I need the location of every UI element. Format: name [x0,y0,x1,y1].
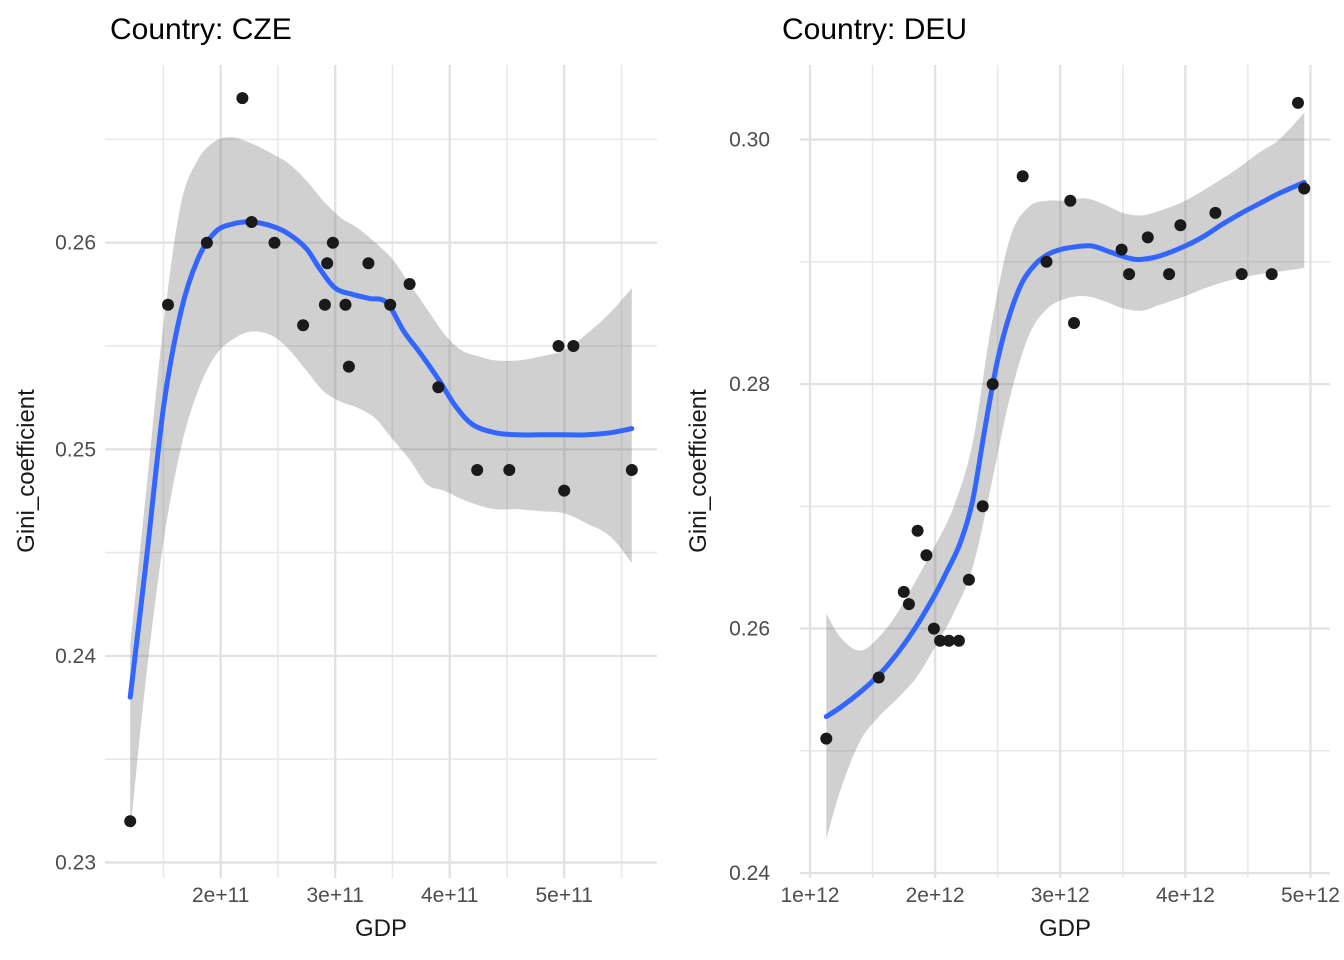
data-point [1174,219,1187,232]
gridlines [800,65,1330,878]
data-point [268,236,281,249]
data-point [503,464,516,476]
data-point [552,340,565,352]
data-point [200,236,213,249]
x-axis-tick-label: 2e+12 [906,884,965,907]
y-axis-tick-label: 0.28 [729,373,770,396]
y-axis-tick-label: 0.26 [729,618,770,641]
data-point [920,549,933,562]
data-point [1141,231,1154,244]
data-point [162,298,174,311]
data-point [1040,255,1053,268]
data-point [403,278,416,290]
data-point [934,634,947,647]
data-point [1068,317,1080,329]
data-point [339,298,352,311]
data-point [124,815,137,828]
data-point [245,216,258,228]
data-point [362,257,375,270]
panel-deu: 1e+12 2e+12 3e+12 4e+12 5e+12 0.24 0.26 0.28 0.3… [729,65,1340,907]
x-axis-title-cze: GDP [354,915,408,942]
x-axis-tick-label: 3e+11 [306,884,363,907]
data-point [326,236,339,249]
confidence-ribbon [130,137,632,832]
data-point [1209,206,1222,219]
data-point [625,464,638,476]
x-axis-tick-label: 5e+12 [1281,884,1340,907]
data-point [558,484,571,497]
data-point [321,257,334,270]
panel-title-cze: Country: CZE [110,13,292,46]
data-point [1163,268,1176,281]
smooth-trend-line [127,219,635,700]
data-point [384,298,397,311]
y-axis-tick-label: 0.25 [55,438,96,461]
scatter-points [124,92,638,828]
gridlines [105,65,657,878]
data-point [820,732,833,745]
y-axis-title-deu: Gini_coefficient [685,389,712,553]
data-point [471,464,484,476]
data-point [927,622,940,635]
x-axis-tick-label: 3e+12 [1031,884,1090,907]
data-point [318,298,331,311]
data-point [297,319,310,332]
y-axis-title-cze: Gini_coefficient [13,389,40,553]
scatter-points [820,96,1311,745]
y-axis-tick-label: 0.23 [55,852,96,875]
data-point [1265,268,1278,281]
data-point [911,524,924,537]
y-axis-tick-label: 0.24 [729,862,770,885]
data-point [1016,170,1029,183]
data-point [342,360,355,373]
y-axis-tick-label: 0.26 [55,232,96,255]
data-point [1235,268,1248,281]
panel-cze: 2e+11 3e+11 4e+11 5e+11 0.23 0.24 0.25 0.26 [55,65,657,907]
x-axis-tick-label: 4e+12 [1156,884,1215,907]
data-point [432,381,445,394]
x-axis-tick-label: 2e+11 [192,884,249,907]
y-axis-tick-label: 0.30 [729,129,770,152]
data-point [962,573,975,586]
data-point [942,634,955,647]
data-point [1064,194,1077,207]
data-point [1292,96,1304,109]
data-point [976,500,989,513]
data-point [872,671,885,684]
x-axis-title-deu: GDP [1038,915,1092,942]
data-point [902,598,915,611]
x-axis-tick-label: 1e+12 [781,884,840,907]
data-point [1115,243,1128,256]
data-point [986,378,999,391]
x-axis-tick-label: 5e+11 [535,884,592,907]
data-point [236,92,249,105]
confidence-ribbon [826,112,1305,839]
data-point [1123,268,1136,281]
data-point [952,634,965,647]
data-point [1298,182,1311,195]
data-point [897,585,910,598]
x-axis-tick-label: 4e+11 [421,884,478,907]
y-axis-tick-label: 0.24 [55,645,96,668]
smooth-trend-line [823,179,1307,720]
panel-title-deu: Country: DEU [782,13,968,46]
data-point [567,340,580,352]
